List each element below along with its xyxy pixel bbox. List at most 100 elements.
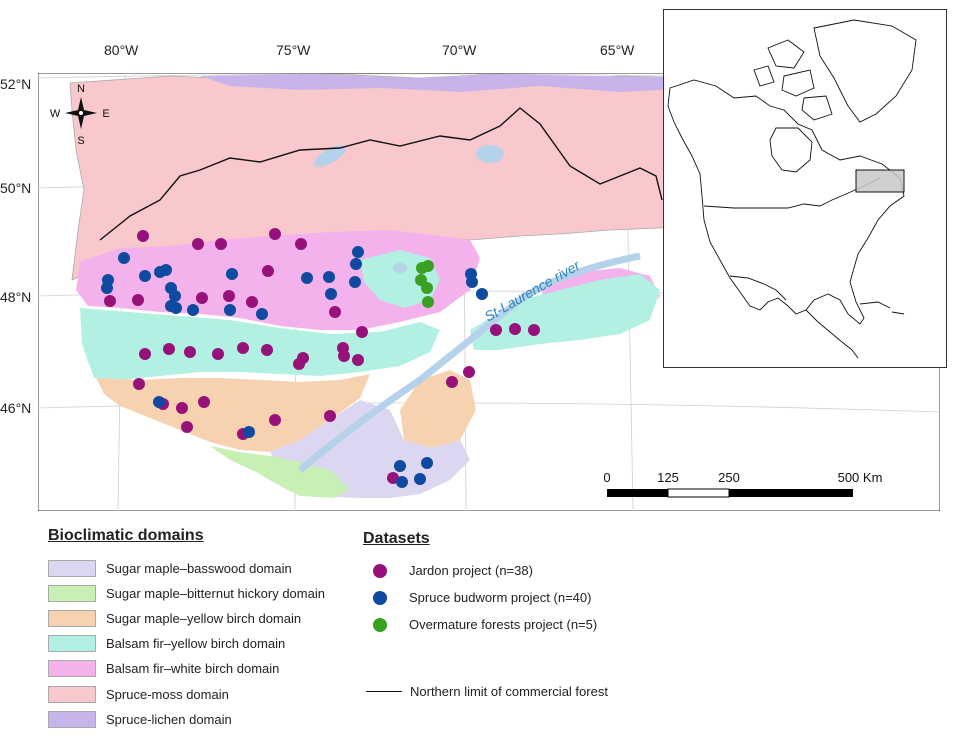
budworm-point (325, 288, 337, 300)
jardon-point (104, 295, 116, 307)
budworm-point (256, 308, 268, 320)
lon-label-65w: 65°W (600, 42, 635, 58)
budworm-point (101, 282, 113, 294)
legend-sugar-maple-basswood: Sugar maple–basswood domain (48, 560, 292, 577)
jardon-point (133, 378, 145, 390)
budworm-points (101, 246, 488, 488)
compass-rose: N S E W (50, 83, 110, 147)
jardon-point (528, 324, 540, 336)
datasets-legend-title: Datasets (363, 530, 430, 547)
north-america-outline (667, 19, 917, 359)
jardon-points (104, 228, 540, 484)
jardon-point (329, 306, 341, 318)
budworm-point (118, 252, 130, 264)
budworm-point (323, 271, 335, 283)
lon-label-75w: 75°W (276, 42, 311, 58)
legend-label: Balsam fir–yellow birch domain (106, 636, 286, 651)
budworm-point (243, 426, 255, 438)
jardon-point (324, 410, 336, 422)
compass-e: E (102, 108, 109, 120)
northern-limit-swatch (366, 691, 402, 692)
legend-label: Spruce-lichen domain (106, 712, 232, 727)
legend-spruce-moss: Spruce-moss domain (48, 686, 229, 703)
compass-w: W (50, 108, 61, 120)
jardon-point (490, 324, 502, 336)
jardon-point (356, 326, 368, 338)
scale-tick-125: 125 (657, 470, 679, 485)
jardon-point (176, 402, 188, 414)
overmature-point (422, 296, 434, 308)
swatch-spruce-lichen (48, 711, 96, 728)
swatch-sugar-maple-bitternut (48, 585, 96, 602)
legend-sugar-maple-yellow-birch: Sugar maple–yellow birch domain (48, 610, 301, 627)
jardon-point (269, 228, 281, 240)
jardon-point (463, 366, 475, 378)
overmature-point (421, 282, 433, 294)
budworm-point (466, 276, 478, 288)
lat-label-52n: 52°N (0, 76, 32, 92)
jardon-point (139, 348, 151, 360)
overmature-points (415, 260, 434, 308)
jardon-point (163, 343, 175, 355)
legend-northern-limit: Northern limit of commercial forest (366, 684, 608, 699)
dot-budworm (373, 590, 387, 605)
st-laurence-river (297, 252, 641, 473)
scale-tick-0: 0 (603, 470, 610, 485)
jardon-point (446, 376, 458, 388)
dot-jardon (373, 563, 387, 578)
jardon-point (387, 472, 399, 484)
budworm-point (153, 396, 165, 408)
jardon-point (246, 296, 258, 308)
legend-label: Northern limit of commercial forest (410, 684, 608, 699)
jardon-point (212, 348, 224, 360)
legend-label: Sugar maple–basswood domain (106, 561, 292, 576)
budworm-point (169, 290, 181, 302)
legend-label: Sugar maple–bitternut hickory domain (106, 586, 325, 601)
swatch-sugar-maple-basswood (48, 560, 96, 577)
legend-label: Balsam fir–white birch domain (106, 661, 280, 676)
study-area-box (855, 169, 905, 193)
budworm-point (421, 457, 433, 469)
legend-label: Sugar maple–yellow birch domain (106, 611, 302, 626)
legend-label: Jardon project (n=38) (409, 563, 533, 578)
northern-limit-line (99, 107, 663, 241)
legend-sugar-maple-bitternut: Sugar maple–bitternut hickory domain (48, 585, 325, 602)
budworm-point (349, 276, 361, 288)
legend-label: Spruce budworm project (n=40) (409, 590, 592, 605)
legend-label: Spruce-moss domain (106, 687, 229, 702)
jardon-point (184, 346, 196, 358)
sugar-maple-bitternut-region (210, 446, 350, 498)
budworm-point (160, 264, 172, 276)
jardon-point (237, 342, 249, 354)
lat-label-50n: 50°N (0, 180, 32, 196)
locator-inset (663, 9, 947, 368)
budworm-point (394, 460, 406, 472)
jardon-point (293, 358, 305, 370)
swatch-sugar-maple-yellow-birch (48, 610, 96, 627)
jardon-point (269, 414, 281, 426)
jardon-point (181, 421, 193, 433)
compass-n: N (77, 83, 85, 95)
swatch-spruce-moss (48, 686, 96, 703)
balsam-fir-yellow-birch-region (80, 308, 440, 380)
budworm-point (396, 476, 408, 488)
budworm-point (301, 272, 313, 284)
jardon-point (295, 238, 307, 250)
lake-st-jean (393, 263, 407, 273)
legend-balsam-fir-yellow-birch: Balsam fir–yellow birch domain (48, 635, 285, 652)
jardon-point (509, 323, 521, 335)
budworm-point (224, 304, 236, 316)
lon-label-70w: 70°W (442, 42, 477, 58)
lon-label-80w: 80°W (104, 42, 139, 58)
scale-tick-250: 250 (718, 470, 740, 485)
jardon-point (192, 238, 204, 250)
jardon-point (137, 230, 149, 242)
sugar-maple-yellow-birch-region (96, 374, 370, 452)
jardon-point (196, 292, 208, 304)
jardon-point (352, 354, 364, 366)
swatch-balsam-fir-yellow-birch (48, 635, 96, 652)
legend-jardon: Jardon project (n=38) (363, 563, 533, 578)
budworm-point (139, 270, 151, 282)
legend-balsam-fir-white-birch: Balsam fir–white birch domain (48, 660, 279, 677)
domains-legend-title: Bioclimatic domains (48, 527, 204, 544)
